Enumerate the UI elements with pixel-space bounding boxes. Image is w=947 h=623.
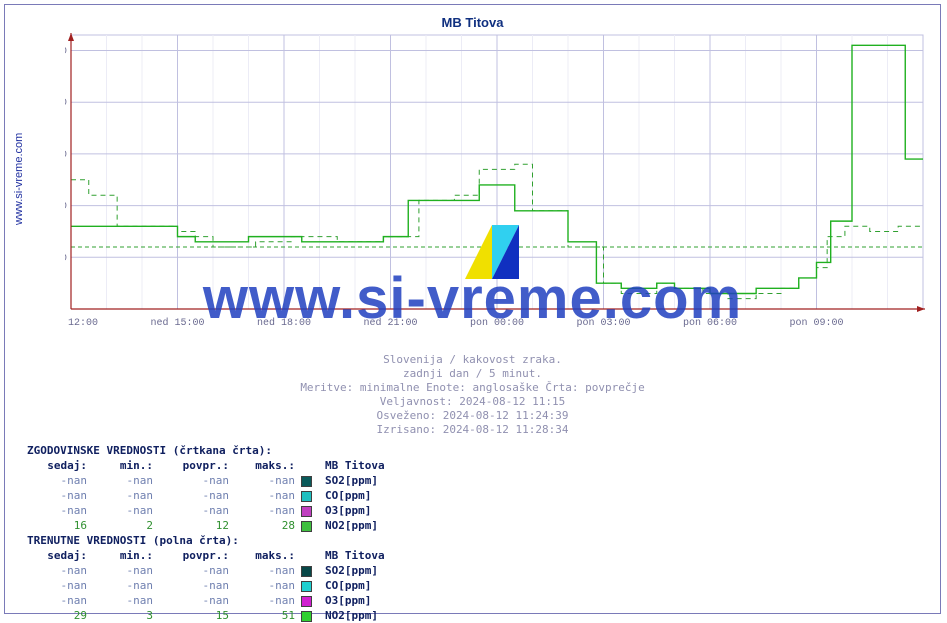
table-cell: -nan bbox=[27, 488, 93, 503]
x-tick-label: ned 18:00 bbox=[257, 317, 311, 329]
series-swatch bbox=[301, 473, 325, 488]
table-header: MB Titova bbox=[325, 548, 471, 563]
table-cell: -nan bbox=[27, 593, 93, 608]
table-row: -nan-nan-nan-nanCO[ppm] bbox=[27, 488, 471, 503]
table-section-title: TRENUTNE VREDNOSTI (polna črta): bbox=[27, 533, 471, 548]
table-row: 2931551 NO2[ppm] bbox=[27, 608, 471, 623]
table-header: povpr.: bbox=[159, 548, 235, 563]
table-cell: -nan bbox=[159, 593, 235, 608]
series-swatch bbox=[301, 518, 325, 533]
x-tick-label: pon 06:00 bbox=[683, 318, 737, 329]
x-tick-label: ned 15:00 bbox=[150, 317, 204, 329]
table-cell: 29 bbox=[27, 608, 93, 623]
table-cell: -nan bbox=[159, 503, 235, 518]
table-cell: -nan bbox=[93, 488, 159, 503]
table-row: -nan-nan-nan-nanO3[ppm] bbox=[27, 593, 471, 608]
metadata-line: zadnji dan / 5 minut. bbox=[5, 367, 940, 381]
y-tick-label: 50 bbox=[65, 47, 67, 58]
table-cell: -nan bbox=[235, 578, 301, 593]
table-row: -nan-nan-nan-nanSO2[ppm] bbox=[27, 473, 471, 488]
y-tick-label: 40 bbox=[65, 98, 67, 109]
table-cell: -nan bbox=[93, 503, 159, 518]
table-header: MB Titova bbox=[325, 458, 471, 473]
table-cell: -nan bbox=[235, 593, 301, 608]
table-cell: 16 bbox=[27, 518, 93, 533]
table-cell: 51 bbox=[235, 608, 301, 623]
chart-title: MB Titova bbox=[5, 15, 940, 30]
series-swatch bbox=[301, 593, 325, 608]
series-label: NO2[ppm] bbox=[325, 518, 471, 533]
table-header: sedaj: bbox=[27, 458, 93, 473]
table-header: maks.: bbox=[235, 548, 301, 563]
table-header: povpr.: bbox=[159, 458, 235, 473]
values-tables: ZGODOVINSKE VREDNOSTI (črtkana črta):sed… bbox=[27, 443, 471, 623]
x-tick-label: pon 00:00 bbox=[470, 318, 524, 329]
table-row: 1621228 NO2[ppm] bbox=[27, 518, 471, 533]
series-label: SO2[ppm] bbox=[325, 473, 471, 488]
series-label: O3[ppm] bbox=[325, 503, 471, 518]
table-row: -nan-nan-nan-nanSO2[ppm] bbox=[27, 563, 471, 578]
table-cell: -nan bbox=[27, 503, 93, 518]
metadata-block: Slovenija / kakovost zraka.zadnji dan / … bbox=[5, 353, 940, 437]
table-header bbox=[301, 458, 325, 473]
x-tick-label: pon 03:00 bbox=[576, 318, 630, 329]
outer-frame: www.si-vreme.com MB Titova ned 12:00ned … bbox=[4, 4, 941, 614]
y-tick-label: 10 bbox=[65, 253, 67, 264]
table-header: min.: bbox=[93, 458, 159, 473]
x-tick-label: ned 21:00 bbox=[363, 317, 417, 329]
table-cell: -nan bbox=[159, 563, 235, 578]
series-swatch bbox=[301, 503, 325, 518]
series-swatch bbox=[301, 488, 325, 503]
values-table: sedaj:min.:povpr.:maks.:MB Titova-nan-na… bbox=[27, 548, 471, 623]
table-cell: 15 bbox=[159, 608, 235, 623]
table-row: -nan-nan-nan-nanO3[ppm] bbox=[27, 503, 471, 518]
table-header: min.: bbox=[93, 548, 159, 563]
timeseries-chart: ned 12:00 ned 15:00 ned 18:00 ned 21:00 pon … bbox=[65, 31, 929, 331]
series-label: CO[ppm] bbox=[325, 488, 471, 503]
values-table: sedaj:min.:povpr.:maks.:MB Titova-nan-na… bbox=[27, 458, 471, 533]
y-tick-label: 20 bbox=[65, 202, 67, 213]
table-header bbox=[301, 548, 325, 563]
metadata-line: Osveženo: 2024-08-12 11:24:39 bbox=[5, 409, 940, 423]
table-cell: -nan bbox=[93, 563, 159, 578]
table-cell: -nan bbox=[27, 578, 93, 593]
table-cell: 2 bbox=[93, 518, 159, 533]
x-tick-label: ned 12:00 bbox=[65, 317, 98, 329]
series-label: SO2[ppm] bbox=[325, 563, 471, 578]
metadata-line: Izrisano: 2024-08-12 11:28:34 bbox=[5, 423, 940, 437]
table-cell: -nan bbox=[235, 503, 301, 518]
metadata-line: Slovenija / kakovost zraka. bbox=[5, 353, 940, 367]
table-header: sedaj: bbox=[27, 548, 93, 563]
table-cell: -nan bbox=[27, 563, 93, 578]
table-cell: -nan bbox=[235, 473, 301, 488]
series-label: NO2[ppm] bbox=[325, 608, 471, 623]
table-cell: -nan bbox=[235, 488, 301, 503]
table-cell: 3 bbox=[93, 608, 159, 623]
series-swatch bbox=[301, 608, 325, 623]
y-tick-label: 30 bbox=[65, 150, 67, 161]
table-section-title: ZGODOVINSKE VREDNOSTI (črtkana črta): bbox=[27, 443, 471, 458]
table-cell: -nan bbox=[27, 473, 93, 488]
table-cell: -nan bbox=[235, 563, 301, 578]
table-cell: -nan bbox=[159, 578, 235, 593]
series-label: CO[ppm] bbox=[325, 578, 471, 593]
table-cell: -nan bbox=[93, 473, 159, 488]
series-swatch bbox=[301, 578, 325, 593]
x-tick-label: pon 09:00 bbox=[789, 318, 843, 329]
table-cell: -nan bbox=[159, 473, 235, 488]
metadata-line: Meritve: minimalne Enote: anglosaške Črt… bbox=[5, 381, 940, 395]
series-swatch bbox=[301, 563, 325, 578]
table-cell: 12 bbox=[159, 518, 235, 533]
table-row: -nan-nan-nan-nanCO[ppm] bbox=[27, 578, 471, 593]
table-header: maks.: bbox=[235, 458, 301, 473]
table-cell: -nan bbox=[159, 488, 235, 503]
series-label: O3[ppm] bbox=[325, 593, 471, 608]
metadata-line: Veljavnost: 2024-08-12 11:15 bbox=[5, 395, 940, 409]
table-cell: -nan bbox=[93, 578, 159, 593]
side-url-label: www.si-vreme.com bbox=[13, 133, 25, 225]
table-cell: 28 bbox=[235, 518, 301, 533]
table-cell: -nan bbox=[93, 593, 159, 608]
